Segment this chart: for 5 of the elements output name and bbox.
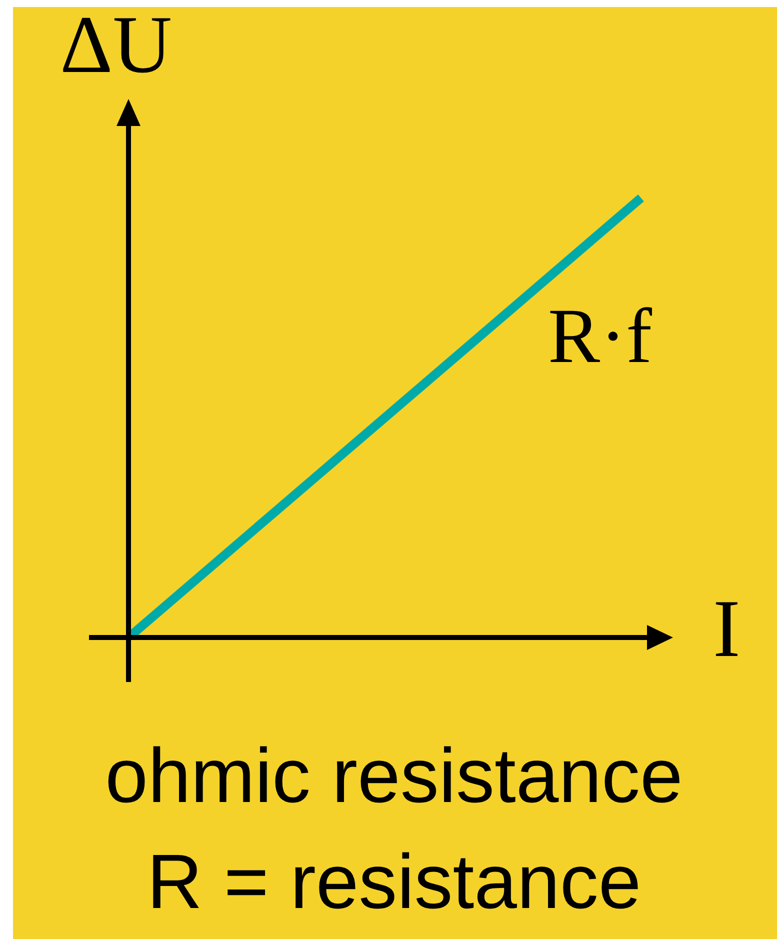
text: R = resistance bbox=[146, 839, 642, 925]
text: ohmic resistance bbox=[105, 733, 683, 819]
x-axis-title: I bbox=[713, 583, 740, 674]
y-axis-title: ΔU bbox=[60, 0, 172, 90]
series-label: R·f bbox=[548, 292, 652, 379]
